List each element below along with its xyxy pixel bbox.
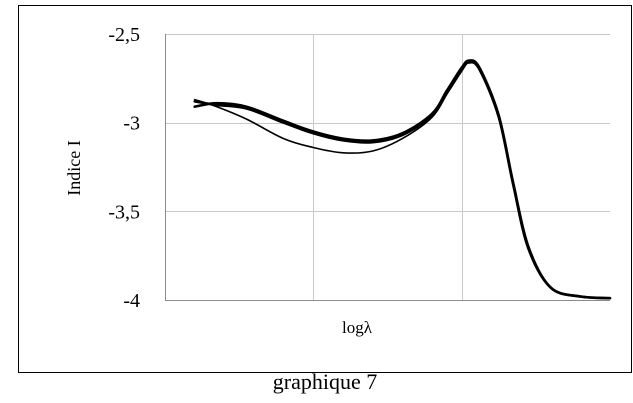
- chart-border: [18, 5, 632, 373]
- series-line-2: [193, 60, 612, 300]
- series-line-1: [193, 59, 612, 300]
- series-line-3: [193, 61, 611, 299]
- y-tick-label: -3,5: [108, 201, 140, 223]
- x-axis-title: logλ: [342, 318, 373, 337]
- chart-caption: graphique 7: [273, 369, 377, 394]
- axis-layer: [165, 34, 610, 301]
- y-tick-label: -3: [123, 113, 140, 135]
- y-tick-label: -4: [123, 290, 140, 312]
- y-tick-label: -2,5: [108, 24, 140, 46]
- label-layer: Indice I logλ graphique 7 -2,5 -3 -3,5 -4: [64, 24, 377, 394]
- series-layer: [193, 59, 612, 300]
- grid-layer: [165, 34, 610, 300]
- y-axis-title: Indice I: [64, 140, 84, 195]
